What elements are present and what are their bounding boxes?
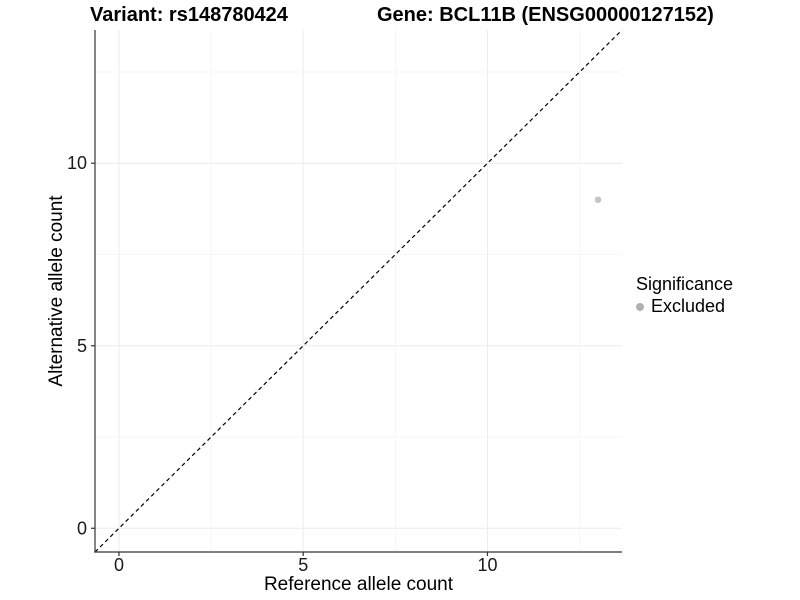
identity-line bbox=[94, 29, 623, 553]
plot-title-variant: Variant: rs148780424 bbox=[90, 4, 288, 26]
x-tick-label: 10 bbox=[477, 555, 497, 575]
legend-item-label: Excluded bbox=[651, 296, 726, 316]
y-tick-label: 5 bbox=[77, 336, 87, 356]
plot-title-gene: Gene: BCL11B (ENSG00000127152) bbox=[377, 4, 714, 26]
x-axis-title: Reference allele count bbox=[263, 574, 454, 595]
legend: Significance Excluded bbox=[636, 274, 733, 317]
y-tick-label: 10 bbox=[67, 153, 87, 173]
y-tick-label: 0 bbox=[77, 518, 87, 538]
legend-title: Significance bbox=[636, 274, 734, 294]
x-tick-label: 0 bbox=[114, 555, 124, 575]
legend-dot-icon bbox=[636, 302, 644, 311]
y-axis-title: Alternative allele count bbox=[46, 195, 67, 387]
legend-item-excluded: Excluded bbox=[636, 296, 733, 317]
x-tick-label: 5 bbox=[298, 555, 308, 575]
data-point bbox=[594, 196, 602, 204]
